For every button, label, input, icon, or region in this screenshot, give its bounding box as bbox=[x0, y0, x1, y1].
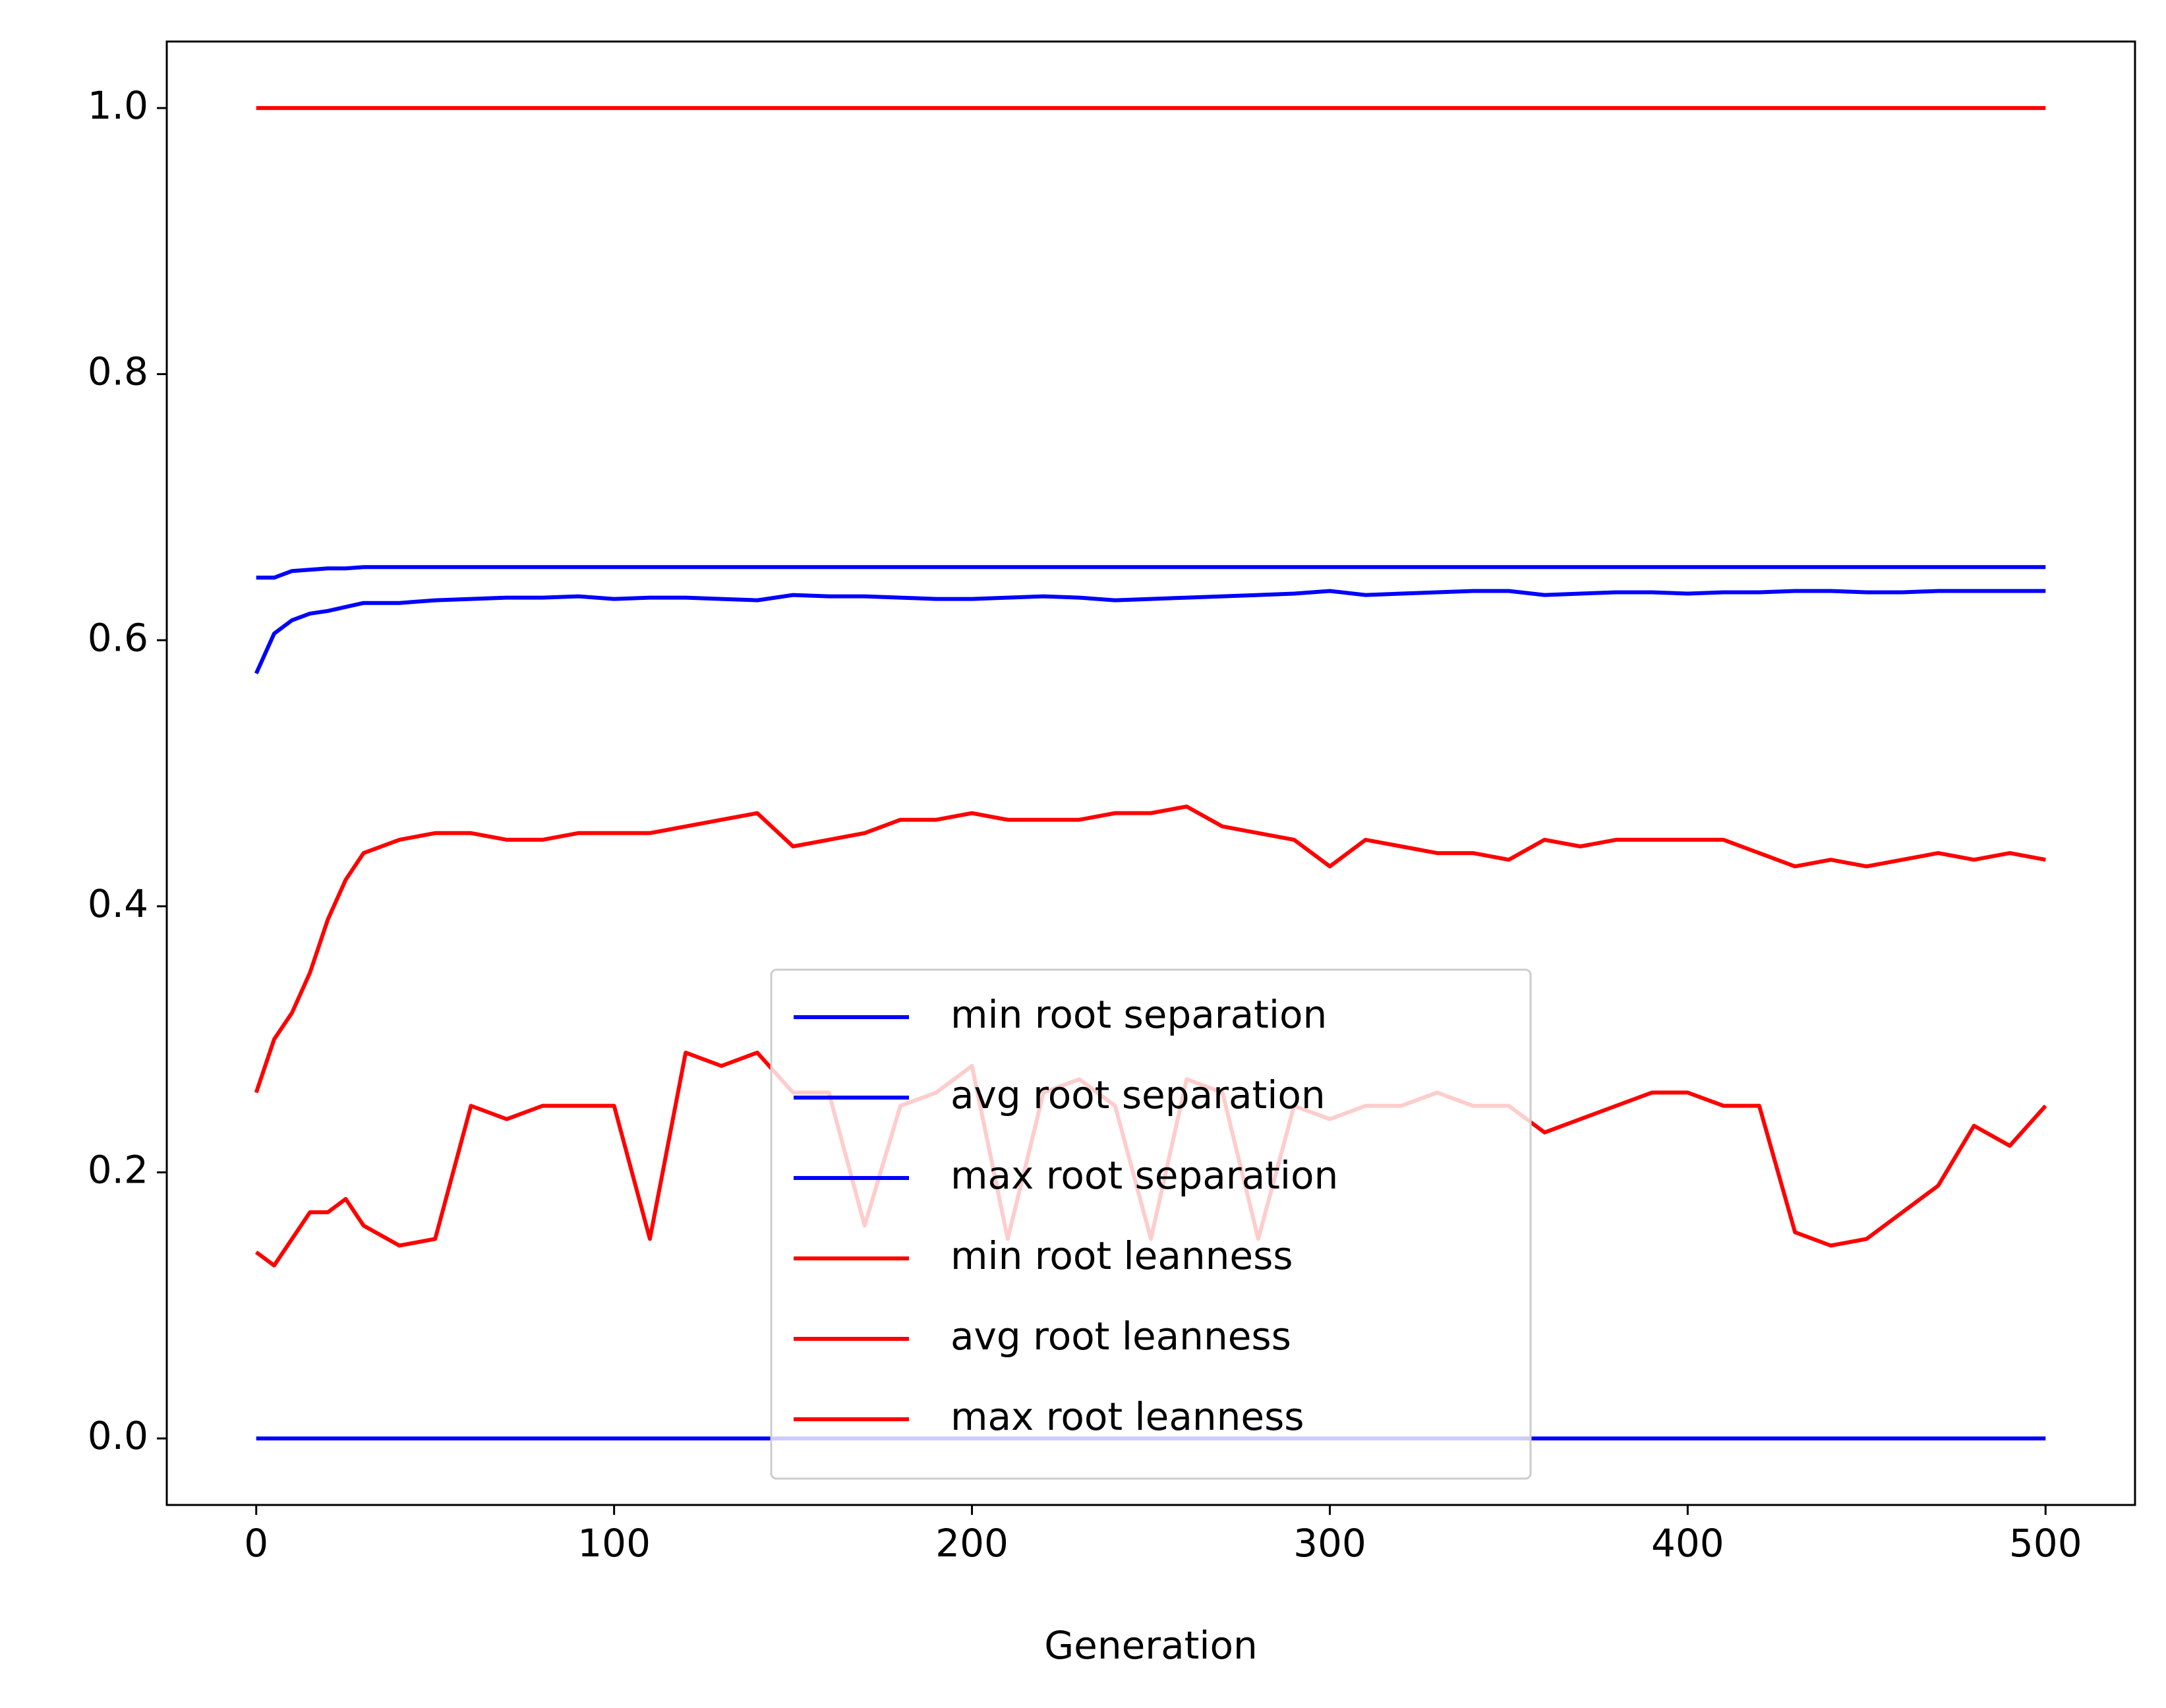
legend: min root separation avg root separation ma… bbox=[770, 968, 1532, 1480]
legend-label: avg root separation bbox=[951, 1073, 1326, 1117]
series-line bbox=[256, 565, 2046, 580]
y-tick-label: 0.2 bbox=[88, 1148, 148, 1193]
legend-box bbox=[770, 968, 1532, 1480]
x-tick-label: 400 bbox=[1651, 1521, 1724, 1566]
y-tick-label: 0.6 bbox=[88, 615, 148, 660]
legend-label: max root leanness bbox=[951, 1394, 1304, 1439]
legend-label: min root leanness bbox=[951, 1233, 1293, 1278]
series-line bbox=[254, 804, 2046, 1094]
y-tick-label: 0.8 bbox=[88, 349, 148, 394]
x-axis-label: Generation bbox=[1044, 1623, 1258, 1668]
x-tick-label: 300 bbox=[1293, 1521, 1366, 1566]
legend-label: max root separation bbox=[951, 1153, 1338, 1198]
x-tick-label: 100 bbox=[577, 1521, 651, 1566]
y-tick-label: 1.0 bbox=[88, 83, 148, 128]
legend-label: avg root leanness bbox=[951, 1314, 1291, 1359]
legend-label: min root separation bbox=[951, 992, 1327, 1037]
y-tick-label: 0.4 bbox=[88, 881, 148, 926]
plot-frame bbox=[165, 40, 2136, 1506]
x-tick-label: 200 bbox=[935, 1521, 1009, 1566]
x-tick-label: 0 bbox=[244, 1521, 268, 1566]
x-tick-label: 500 bbox=[2009, 1521, 2082, 1566]
y-tick-label: 0.0 bbox=[88, 1413, 148, 1458]
series-line bbox=[254, 589, 2046, 674]
